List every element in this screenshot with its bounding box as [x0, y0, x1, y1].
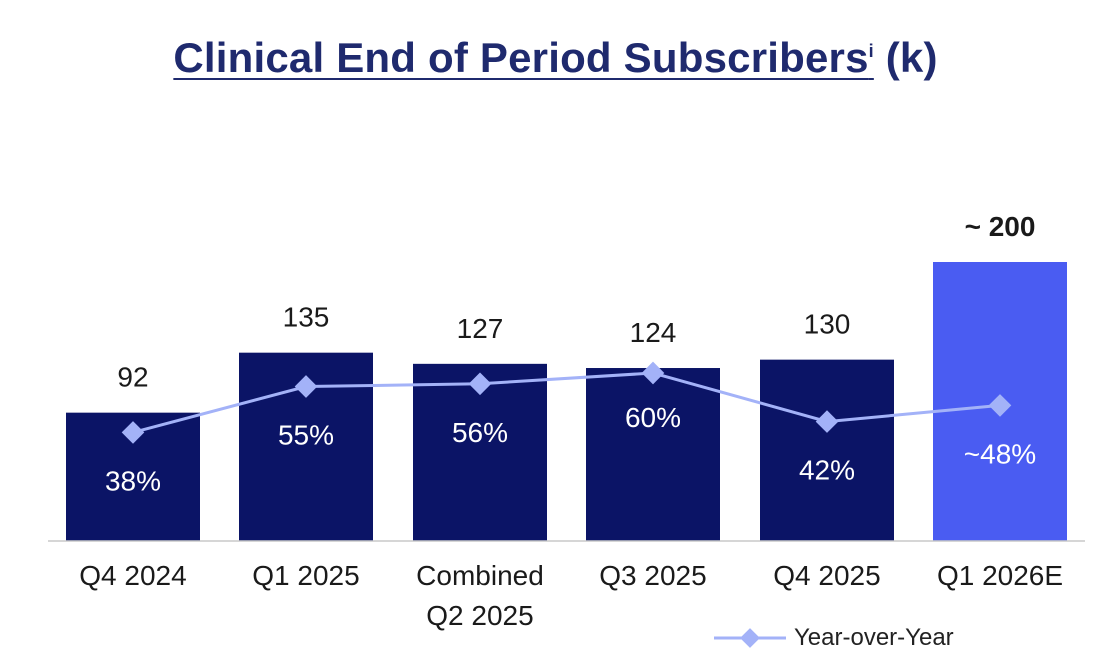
yoy-label-6: ~48%: [964, 438, 1036, 469]
yoy-line: [132, 371, 1001, 434]
category-label-5: Q4 2025: [773, 560, 880, 591]
category-label-4: Q3 2025: [599, 560, 706, 591]
yoy-marker-6: [988, 394, 1012, 417]
bar-4: [586, 368, 720, 541]
bar-value-label-3: 127: [457, 313, 504, 344]
bar-5: [760, 359, 894, 541]
yoy-label-3: 56%: [452, 417, 508, 448]
yoy-label-2: 55%: [278, 420, 334, 451]
legend-label: Year-over-Year: [794, 624, 954, 651]
category-label-1: Q4 2024: [79, 560, 186, 591]
chart-title: Clinical End of Period Subscribersi (k): [0, 34, 1111, 82]
category-label-3: Combined Q2 2025: [416, 560, 544, 631]
yoy-marker-4: [641, 361, 665, 385]
yoy-label-1: 38%: [105, 465, 161, 496]
bar-group: [66, 262, 1067, 541]
chart-title-unit: (k): [873, 34, 938, 81]
yoy-marker-2: [294, 375, 318, 398]
bar-value-label-1: 92: [117, 362, 148, 393]
yoy-label-4: 60%: [625, 402, 681, 433]
chart-title-underlined: Clinical End of Period Subscribersi: [173, 34, 874, 81]
category-label-6: Q1 2026E: [937, 560, 1063, 591]
bar-value-label-4: 124: [630, 317, 677, 348]
legend-line-marker: [714, 628, 786, 648]
bar-value-label-2: 135: [283, 302, 330, 333]
legend: Year-over-Year: [712, 620, 954, 656]
bar-value-label-6: ~ 200: [965, 211, 1036, 242]
label-group: 92 135 127 124 130 ~ 200 38% 55% 56% 60% 42% ~48% Q4…: [79, 211, 1063, 631]
footnote-marker: i: [868, 41, 874, 61]
category-label-2: Q1 2025: [252, 560, 359, 591]
chart-title-main: Clinical End of Period Subscribers: [173, 34, 869, 81]
yoy-marker-3: [468, 372, 492, 396]
bar-value-label-5: 130: [804, 309, 851, 340]
yoy-marker-5: [815, 410, 839, 433]
yoy-label-5: 42%: [799, 455, 855, 486]
